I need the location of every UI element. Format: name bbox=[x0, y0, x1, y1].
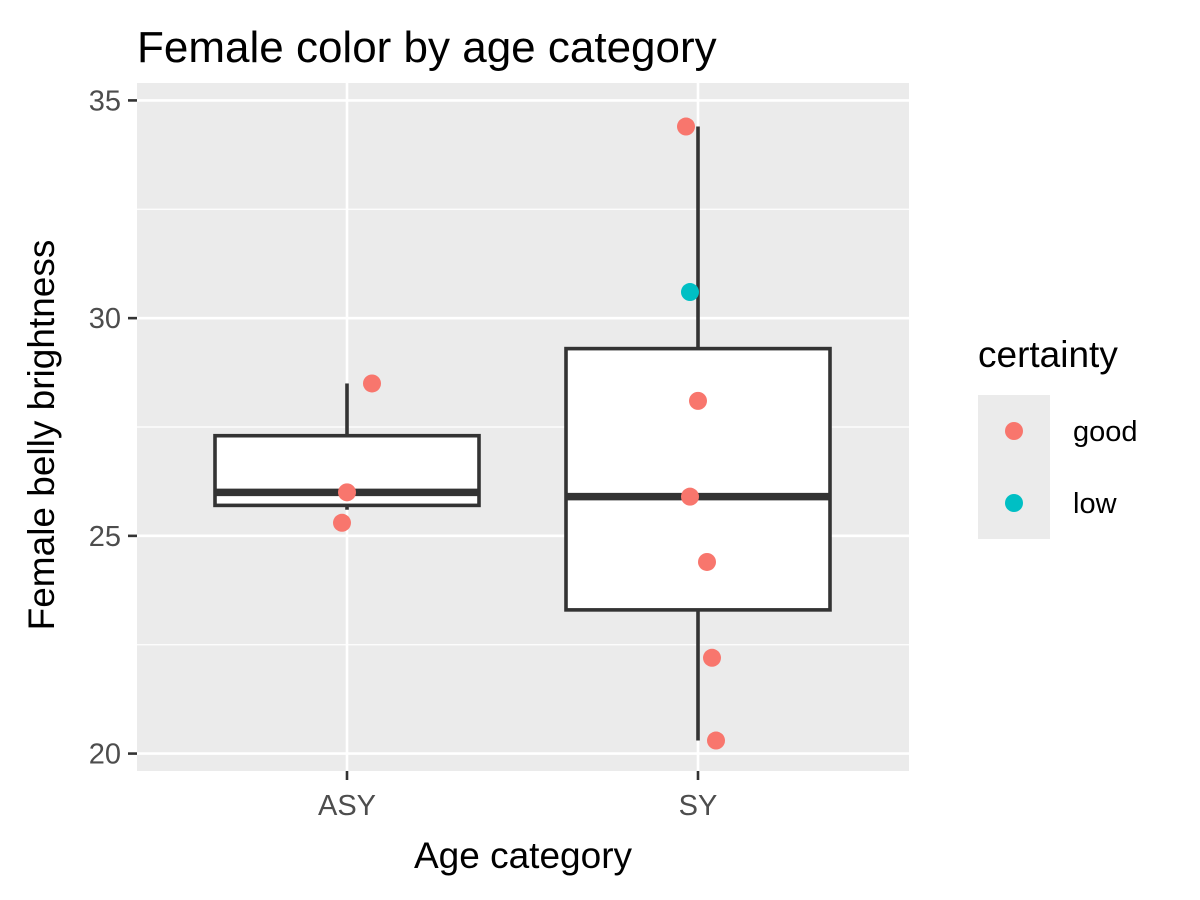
y-tick-label: 35 bbox=[89, 85, 121, 117]
data-point bbox=[703, 648, 721, 667]
chart-title: Female color by age category bbox=[137, 23, 717, 72]
legend-label-good: good bbox=[1073, 416, 1138, 448]
plot-area: 20 25 30 35 ASY SY bbox=[89, 83, 909, 822]
data-point bbox=[681, 283, 699, 302]
y-tick-label: 20 bbox=[89, 739, 121, 771]
y-tick-label: 30 bbox=[89, 303, 121, 335]
data-point bbox=[707, 731, 725, 750]
data-point bbox=[333, 513, 351, 532]
x-axis-label: Age category bbox=[414, 835, 633, 876]
box-body bbox=[564, 346, 832, 612]
data-point bbox=[677, 117, 695, 136]
x-tick-label: ASY bbox=[318, 790, 376, 822]
legend-title: certainty bbox=[978, 334, 1118, 375]
y-axis-label: Female belly brightness bbox=[21, 240, 62, 631]
legend-label-low: low bbox=[1073, 488, 1118, 520]
data-point bbox=[338, 483, 356, 502]
data-point bbox=[698, 552, 716, 571]
legend-marker-low bbox=[1005, 494, 1023, 512]
x-tick-label: SY bbox=[679, 790, 718, 822]
y-tick-label: 25 bbox=[89, 521, 121, 553]
legend: good low bbox=[978, 395, 1138, 539]
legend-marker-good bbox=[1005, 422, 1023, 440]
data-point bbox=[681, 487, 699, 506]
legend-key-background bbox=[978, 395, 1050, 539]
data-point bbox=[689, 391, 707, 410]
data-point bbox=[363, 374, 381, 393]
